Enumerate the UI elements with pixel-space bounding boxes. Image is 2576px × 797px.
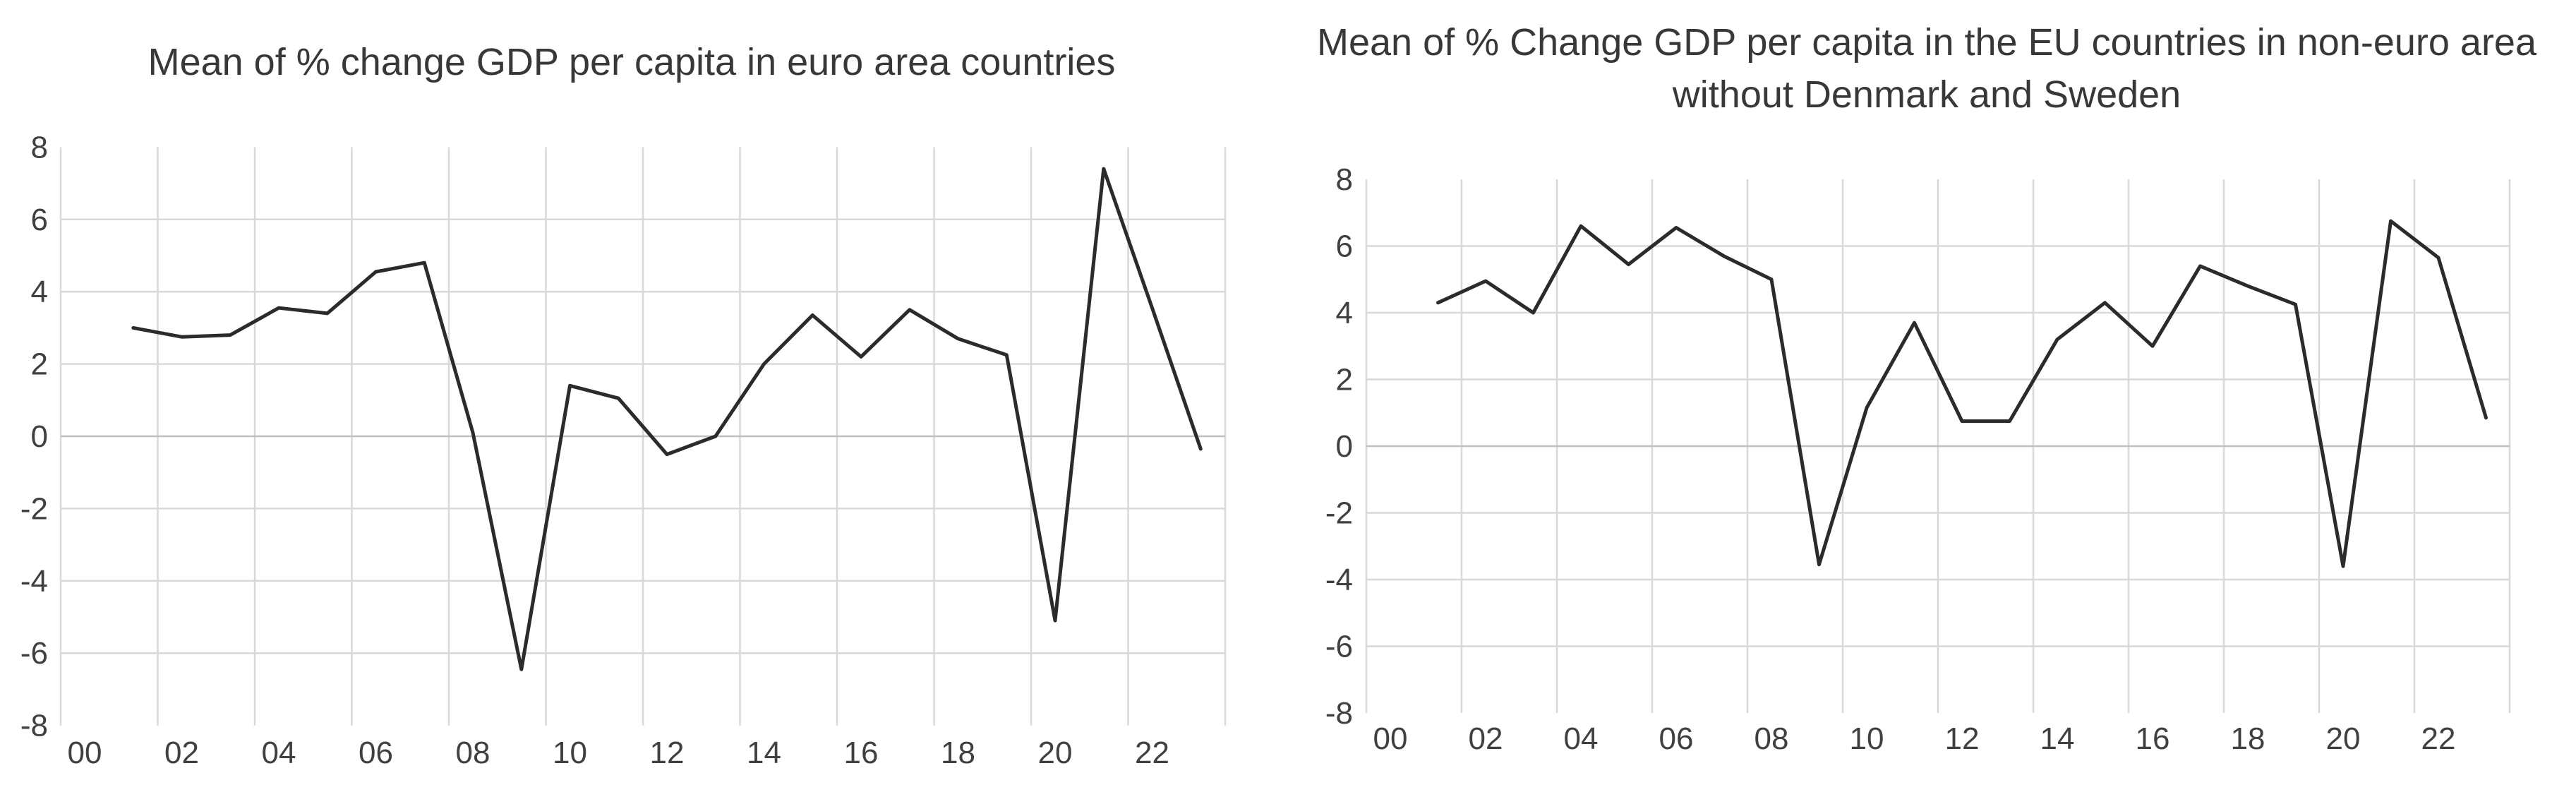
- x-axis-tick-label: 02: [1469, 721, 1503, 756]
- x-axis-tick-label: 04: [1564, 721, 1599, 756]
- x-axis-tick-label: 12: [650, 736, 685, 770]
- x-axis-tick-label: 18: [941, 736, 975, 770]
- right-chart-title-line2: without Denmark and Sweden: [1672, 73, 2181, 116]
- x-axis-tick-label: 16: [2136, 721, 2170, 756]
- left-chart-title: Mean of % change GDP per capita in euro …: [148, 41, 1116, 83]
- x-axis-tick-label: 04: [262, 736, 296, 770]
- y-axis-tick-label: 0: [1336, 429, 1353, 464]
- x-axis-tick-label: 16: [844, 736, 879, 770]
- y-axis-tick-label: 2: [31, 347, 48, 382]
- x-axis-tick-label: 00: [68, 736, 102, 770]
- y-axis-tick-label: 4: [1336, 296, 1353, 330]
- x-axis-tick-label: 02: [164, 736, 199, 770]
- x-axis-tick-label: 10: [553, 736, 587, 770]
- y-axis-tick-label: 0: [31, 419, 48, 454]
- y-axis-tick-label: 8: [1336, 162, 1353, 197]
- y-axis-tick-label: -8: [1325, 696, 1353, 731]
- x-axis-tick-label: 14: [2040, 721, 2075, 756]
- x-axis-tick-label: 22: [2421, 721, 2456, 756]
- x-axis-tick-label: 06: [359, 736, 393, 770]
- x-axis-tick-label: 08: [1755, 721, 1789, 756]
- x-axis-tick-label: 18: [2231, 721, 2265, 756]
- y-axis-tick-label: 6: [31, 203, 48, 237]
- gdp-series-line: [131, 167, 1203, 671]
- x-axis-tick-label: 08: [456, 736, 490, 770]
- x-axis-tick-label: 06: [1659, 721, 1694, 756]
- y-axis-tick-label: -6: [1325, 630, 1353, 664]
- y-axis-tick-label: -2: [20, 491, 48, 526]
- gdp-series-line: [1436, 219, 2488, 568]
- x-axis-tick-label: 00: [1373, 721, 1408, 756]
- x-axis-tick-label: 20: [1038, 736, 1073, 770]
- y-axis-tick-label: -6: [20, 636, 48, 671]
- y-axis-tick-label: 2: [1336, 363, 1353, 397]
- y-axis-tick-label: 8: [31, 130, 48, 164]
- right-chart-title: Mean of % Change GDP per capita in the E…: [1277, 16, 2576, 121]
- x-axis-tick-label: 14: [747, 736, 781, 770]
- y-axis-tick-label: -8: [20, 709, 48, 743]
- x-axis-tick-label: 22: [1135, 736, 1169, 770]
- x-axis-tick-label: 20: [2326, 721, 2361, 756]
- y-axis-tick-label: -2: [1325, 496, 1353, 531]
- y-axis-tick-label: 6: [1336, 229, 1353, 264]
- y-axis-tick-label: -4: [1325, 563, 1353, 597]
- y-axis-tick-label: 4: [31, 275, 48, 309]
- y-axis-tick-label: -4: [20, 564, 48, 599]
- x-axis-tick-label: 10: [1850, 721, 1884, 756]
- right-chart-title-line1: Mean of % Change GDP per capita in the E…: [1317, 21, 2536, 64]
- x-axis-tick-label: 12: [1945, 721, 1980, 756]
